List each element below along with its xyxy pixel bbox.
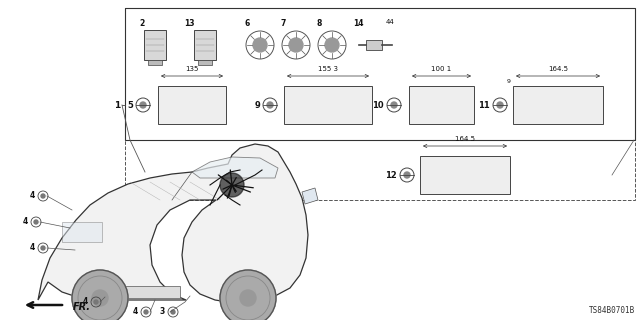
Circle shape [253, 38, 267, 52]
Text: 164 5: 164 5 [455, 136, 475, 142]
Bar [420, 156, 510, 194]
Bar [158, 86, 226, 124]
Circle shape [240, 290, 256, 306]
Circle shape [325, 38, 339, 52]
Circle shape [220, 270, 276, 320]
Text: 4: 4 [29, 244, 35, 252]
Circle shape [94, 300, 98, 304]
Text: 4: 4 [132, 308, 138, 316]
Circle shape [140, 102, 146, 108]
Polygon shape [192, 157, 278, 178]
Bar [513, 86, 603, 124]
Circle shape [391, 102, 397, 108]
Circle shape [267, 102, 273, 108]
Text: 164.5: 164.5 [548, 66, 568, 72]
Text: 2: 2 [140, 19, 145, 28]
Text: 7: 7 [280, 19, 286, 28]
Bar [148, 60, 162, 65]
Text: 4: 4 [29, 191, 35, 201]
Text: 14: 14 [353, 19, 364, 28]
Text: 11: 11 [478, 100, 490, 109]
Bar [120, 286, 180, 298]
Circle shape [171, 310, 175, 314]
Bar [366, 40, 382, 50]
Circle shape [72, 270, 128, 320]
Text: 1: 1 [114, 100, 120, 109]
Circle shape [34, 220, 38, 224]
Text: 6: 6 [244, 19, 250, 28]
Circle shape [41, 246, 45, 250]
Circle shape [404, 172, 410, 178]
Bar [125, 8, 635, 140]
Bar [198, 60, 212, 65]
Polygon shape [302, 188, 318, 204]
Text: TS84B0701B: TS84B0701B [589, 306, 635, 315]
Circle shape [144, 310, 148, 314]
Text: 13: 13 [184, 19, 195, 28]
Text: 44: 44 [386, 19, 394, 25]
Text: 9: 9 [254, 100, 260, 109]
Text: 3: 3 [160, 308, 165, 316]
Text: 12: 12 [385, 171, 397, 180]
Circle shape [92, 290, 108, 306]
Circle shape [220, 173, 244, 197]
Text: 9: 9 [507, 79, 511, 84]
Bar [409, 86, 474, 124]
Text: 5: 5 [127, 100, 133, 109]
Text: 135: 135 [186, 66, 198, 72]
Polygon shape [38, 144, 308, 302]
Bar [284, 86, 372, 124]
Circle shape [497, 102, 503, 108]
Bar [194, 30, 216, 60]
Text: 8: 8 [317, 19, 322, 28]
Text: 4: 4 [23, 218, 28, 227]
Circle shape [41, 194, 45, 198]
Bar [62, 222, 102, 242]
Text: 10: 10 [372, 100, 384, 109]
Bar [144, 30, 166, 60]
Circle shape [289, 38, 303, 52]
Text: 100 1: 100 1 [431, 66, 452, 72]
Text: 4: 4 [83, 298, 88, 307]
Text: FR.: FR. [73, 302, 91, 312]
Text: 155 3: 155 3 [318, 66, 338, 72]
Bar [125, 8, 635, 200]
